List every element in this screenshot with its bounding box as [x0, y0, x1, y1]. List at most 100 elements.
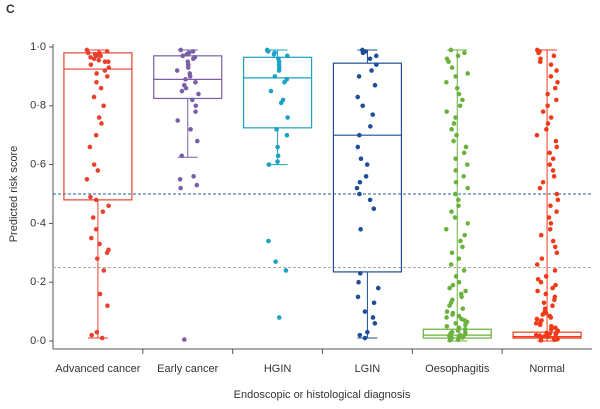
point	[193, 79, 198, 85]
point	[448, 47, 454, 53]
y-tick-label: 0·0	[30, 335, 46, 347]
point	[93, 197, 99, 203]
point	[463, 288, 468, 294]
point	[543, 291, 549, 297]
point	[191, 56, 196, 62]
point	[454, 132, 459, 138]
point	[276, 68, 282, 73]
point	[456, 333, 462, 339]
point	[357, 332, 363, 338]
x-tick-label: LGIN	[355, 363, 381, 375]
point	[552, 337, 557, 343]
point	[183, 85, 189, 91]
point	[548, 62, 554, 67]
point	[178, 47, 184, 53]
point	[547, 162, 553, 167]
point	[450, 312, 455, 317]
point	[88, 62, 94, 67]
y-tick-label: 0·4	[30, 217, 46, 229]
point	[446, 59, 451, 64]
point	[89, 332, 94, 338]
point	[182, 337, 187, 342]
point	[548, 74, 554, 79]
point	[545, 334, 550, 340]
point	[94, 79, 99, 85]
point	[444, 324, 450, 329]
point	[367, 197, 373, 203]
point	[460, 335, 465, 340]
point	[88, 194, 93, 200]
point	[455, 53, 461, 59]
point	[548, 115, 554, 120]
point	[360, 103, 366, 109]
point	[449, 127, 454, 132]
point	[93, 132, 99, 138]
point	[101, 103, 106, 109]
point	[548, 203, 553, 209]
point	[184, 52, 190, 57]
y-tick-label: 0·2	[30, 276, 46, 288]
point	[96, 115, 102, 120]
point	[540, 179, 546, 185]
point	[533, 321, 539, 326]
point	[174, 68, 180, 73]
point	[88, 54, 93, 60]
point	[99, 335, 105, 341]
point	[96, 57, 102, 63]
point	[193, 103, 199, 109]
point	[465, 185, 470, 191]
point	[537, 185, 543, 191]
point	[456, 279, 462, 285]
point	[554, 209, 559, 214]
point	[448, 262, 454, 267]
point	[447, 338, 453, 343]
point	[105, 59, 111, 64]
point	[465, 221, 471, 226]
point	[177, 177, 183, 182]
y-tick-label: 1·0	[30, 41, 46, 53]
point	[99, 121, 104, 126]
point	[453, 168, 458, 173]
point	[271, 52, 277, 57]
point	[554, 191, 560, 197]
point	[97, 291, 103, 297]
y-tick-label: 0·8	[30, 100, 46, 112]
point	[543, 274, 549, 279]
point	[540, 312, 545, 317]
point	[97, 241, 102, 247]
point	[453, 156, 458, 162]
x-tick-label: Normal	[529, 363, 564, 375]
point	[550, 168, 556, 173]
point	[94, 53, 100, 59]
point	[538, 338, 544, 343]
point	[104, 250, 110, 256]
point	[104, 49, 110, 54]
point	[194, 182, 200, 188]
point	[538, 232, 544, 238]
point	[282, 79, 287, 85]
point	[84, 177, 90, 182]
point	[362, 335, 368, 341]
point	[547, 331, 553, 336]
point	[283, 268, 289, 273]
point	[357, 179, 363, 185]
point	[358, 156, 364, 162]
point	[370, 112, 376, 117]
point	[102, 59, 108, 64]
point	[457, 103, 463, 109]
point	[451, 121, 457, 126]
point	[538, 279, 544, 285]
point	[548, 315, 554, 320]
point	[455, 337, 461, 343]
point	[461, 268, 467, 273]
point	[179, 88, 185, 94]
point	[548, 221, 554, 226]
point	[444, 79, 449, 85]
point	[456, 91, 462, 97]
point	[444, 309, 450, 314]
point	[452, 215, 458, 220]
point	[551, 174, 557, 179]
point	[355, 294, 361, 300]
point	[265, 49, 271, 54]
